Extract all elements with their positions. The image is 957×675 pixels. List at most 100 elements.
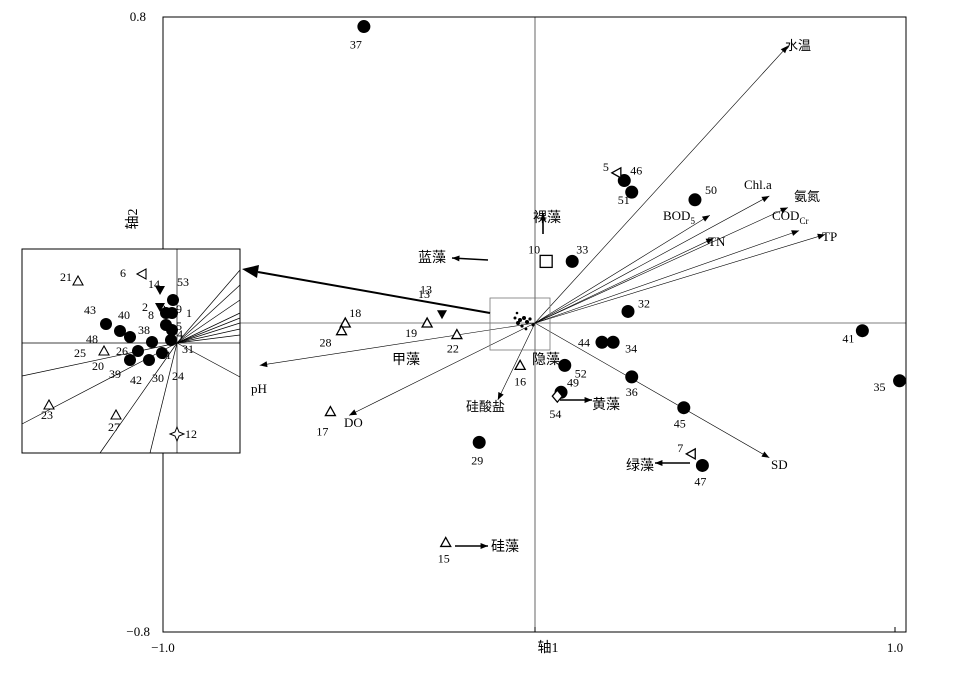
inset-label-42: 42	[130, 373, 142, 387]
env-arrow-line	[497, 322, 536, 401]
env-arrowhead	[791, 230, 800, 236]
inset-label-53: 53	[177, 275, 189, 289]
site-circle-52	[558, 358, 572, 372]
env-arrowhead	[259, 361, 268, 368]
phylum-label-euglena: 裸藻	[533, 210, 561, 226]
inset-circle-20	[124, 354, 136, 366]
inset-env-lines	[21, 269, 241, 454]
site-triangle-22	[450, 328, 463, 340]
site-label-7: 7	[677, 441, 683, 455]
inset-label-25: 25	[74, 346, 86, 360]
env-arrow-line	[348, 322, 536, 416]
site-circle-32	[621, 304, 635, 318]
inset-label-3: 3	[160, 302, 166, 316]
env-label-ph: pH	[251, 381, 267, 396]
site-label-45: 45	[674, 417, 686, 431]
phylum-arrowhead	[584, 397, 592, 403]
env-label-tn: TN	[708, 234, 726, 249]
site-circle-37	[357, 20, 371, 34]
site-triangle-19	[421, 316, 434, 328]
site-label-28: 28	[320, 336, 332, 350]
x-axis-title: 轴1	[538, 640, 559, 656]
y-axis-title: 轴2	[125, 209, 141, 230]
inset-downtriangle-14	[155, 286, 165, 295]
env-arrow-line	[534, 195, 770, 324]
x-tick-label-left: −1.0	[151, 640, 175, 655]
inset-label-21: 21	[60, 270, 72, 284]
phylum-label-chloro: 绿藻	[626, 458, 654, 474]
inset-label-5: 5	[176, 319, 182, 333]
phylum-label-xantho: 黄藻	[592, 396, 620, 413]
site-label-49: 49	[567, 375, 579, 389]
x-tick-label-right: 1.0	[887, 640, 903, 655]
env-arrow-line	[259, 322, 536, 366]
site-label-13: 13	[420, 282, 432, 296]
site-circle-33	[565, 254, 579, 268]
env-label-cod: CODCr	[772, 208, 808, 226]
inset-label-8: 8	[148, 308, 154, 322]
site-circle-36	[625, 370, 639, 384]
env-arrow-line	[534, 230, 800, 324]
inset-label-40: 40	[118, 308, 130, 322]
site-label-10: 10	[528, 242, 540, 256]
phylum-label-diatom: 硅藻	[491, 539, 519, 555]
inset-label-26: 26	[116, 344, 128, 358]
zoom-leader-line	[257, 271, 491, 314]
site-triangle-28	[335, 324, 348, 336]
inset-triangle-21	[72, 274, 84, 286]
env-arrow-line	[534, 214, 710, 324]
site-label-50: 50	[705, 183, 717, 197]
site-circle-34	[606, 335, 620, 349]
site-label-17: 17	[316, 425, 328, 439]
site-circle-50	[688, 193, 702, 207]
env-arrow-line	[534, 45, 789, 324]
inset-env-line	[176, 269, 241, 344]
site-triangle-16	[514, 359, 527, 371]
env-label-chla: Chl.a	[744, 177, 772, 192]
inset-env-line	[176, 312, 241, 344]
site-lefttriangle-5	[610, 166, 622, 179]
inset-label-4: 4	[177, 327, 183, 341]
inset-circle-3	[160, 307, 172, 319]
site-circle-44	[595, 335, 609, 349]
site-label-19: 19	[405, 326, 417, 340]
inset-label-48: 48	[86, 332, 98, 346]
inset-star-12	[168, 425, 186, 443]
env-arrow-line	[534, 238, 714, 324]
site-label-5: 5	[603, 160, 609, 174]
site-circle-47	[695, 458, 709, 472]
inset-label-31: 31	[182, 342, 194, 356]
inset-circle-26	[132, 345, 144, 357]
inset-label-12: 12	[185, 427, 197, 441]
env-label-ammonia: 氨氮	[794, 189, 820, 204]
phylum-arrowhead	[480, 543, 488, 549]
phylum-arrows	[451, 213, 690, 549]
env-label-tp: TP	[822, 229, 837, 244]
site-label-22: 22	[447, 342, 459, 356]
site-label-54: 54	[549, 407, 561, 421]
zoom-region-box	[489, 297, 551, 351]
site-label-46: 46	[630, 164, 642, 178]
inset-env-line	[21, 342, 178, 377]
inset-label-2: 2	[142, 300, 148, 314]
site-label-18: 18	[349, 306, 361, 320]
site-label-29: 29	[471, 453, 483, 467]
site-triangle-17	[324, 405, 337, 417]
zoom-inset: 21 6 14 53 2 9 1 8 35 43 40 48 38 4 26 11 25 31 20 39 42 30 24…	[21, 248, 241, 454]
inset-triangle-25	[98, 344, 110, 356]
site-triangle-15	[439, 536, 452, 548]
y-tick-label-top: 0.8	[130, 9, 146, 24]
y-tick-label-bottom: −0.8	[126, 624, 150, 639]
inset-env-line	[176, 299, 241, 344]
inset-env-line	[176, 322, 241, 344]
inset-circle-53	[167, 294, 179, 306]
env-label-sd: SD	[771, 457, 788, 472]
inset-env-line	[176, 284, 241, 344]
inset-site-points: 21 6 14 53 2 9 1 8 35 43 40 48 38 4 26 11 25 31 20 39 42 30 24…	[41, 266, 197, 443]
env-label-silicate: 硅酸盐	[466, 399, 505, 414]
site-label-37: 37	[350, 38, 362, 52]
env-arrowhead	[701, 215, 710, 222]
env-label-do: DO	[344, 415, 363, 430]
inset-label-20: 20	[92, 359, 104, 373]
